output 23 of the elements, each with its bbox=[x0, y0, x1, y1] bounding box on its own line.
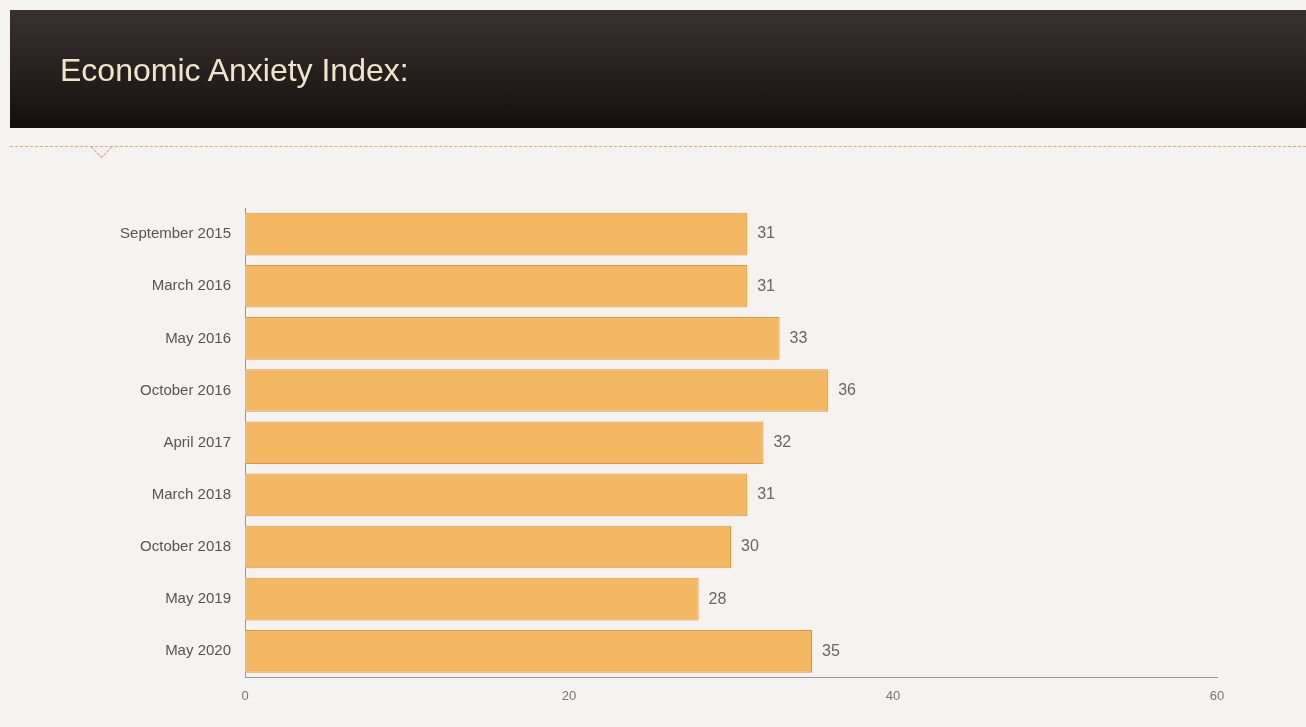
y-tick-label: March 2016 bbox=[151, 276, 231, 294]
data-label: 32 bbox=[773, 433, 792, 451]
data-label: 31 bbox=[757, 224, 776, 242]
y-tick-label: October 2018 bbox=[140, 537, 231, 555]
y-tick-label: September 2015 bbox=[120, 224, 231, 242]
y-tick-label: October 2016 bbox=[140, 380, 231, 398]
y-tick-label: March 2018 bbox=[151, 485, 231, 502]
data-label: 31 bbox=[757, 276, 776, 294]
x-tick-label: 0 bbox=[241, 687, 249, 703]
data-label: 36 bbox=[838, 380, 857, 398]
x-tick-label: 40 bbox=[885, 687, 901, 703]
y-tick-label: May 2019 bbox=[165, 589, 231, 607]
data-label: 35 bbox=[822, 641, 840, 659]
x-tick-label: 60 bbox=[1209, 687, 1225, 703]
y-tick-label: May 2016 bbox=[165, 328, 231, 346]
data-label: 31 bbox=[757, 485, 776, 503]
y-tick-label: May 2020 bbox=[165, 641, 231, 659]
data-label: 30 bbox=[741, 537, 759, 555]
data-label: 28 bbox=[708, 589, 727, 607]
chart-title: Economic Anxiety Index: bbox=[60, 52, 409, 89]
y-tick-label: April 2017 bbox=[163, 432, 231, 450]
data-label: 33 bbox=[789, 328, 808, 346]
x-tick-label: 20 bbox=[561, 687, 577, 703]
